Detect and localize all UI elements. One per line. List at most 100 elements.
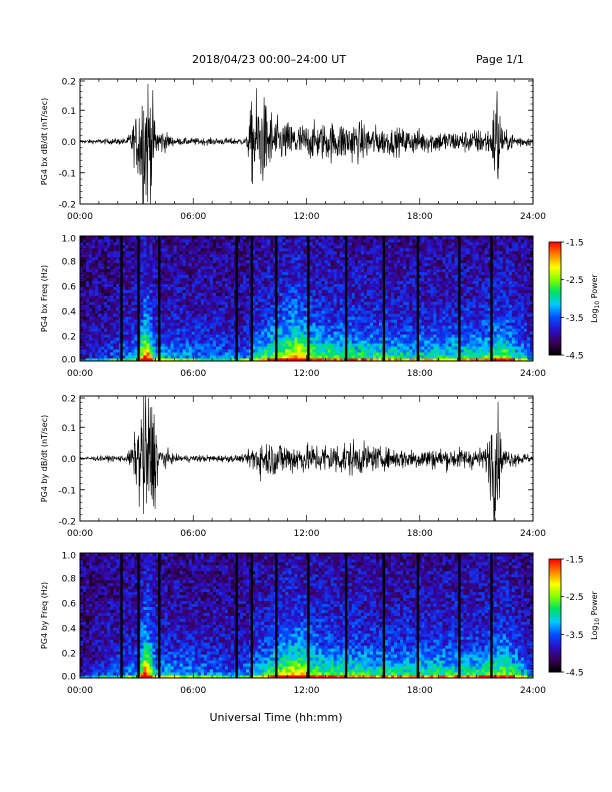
spectrogram-cell bbox=[173, 337, 178, 341]
spectrogram-cell bbox=[221, 244, 226, 249]
spectrogram-cell bbox=[128, 304, 132, 308]
spectrogram-cell bbox=[318, 286, 322, 290]
spectrogram-cell bbox=[122, 346, 126, 350]
spectrogram-cell bbox=[421, 244, 425, 249]
spectrogram-cell bbox=[182, 283, 187, 287]
spectrogram-cell bbox=[288, 343, 292, 347]
spectrogram-cell bbox=[397, 310, 401, 314]
spectrogram-cell bbox=[385, 250, 389, 255]
spectrogram-cell bbox=[218, 236, 223, 240]
spectrogram-cell bbox=[140, 238, 144, 243]
spectrogram-cell bbox=[231, 244, 235, 249]
spectrogram-cell bbox=[400, 280, 404, 285]
spectrogram-cell bbox=[231, 247, 235, 252]
spectrogram-cell bbox=[258, 256, 262, 261]
spectrogram-cell bbox=[385, 316, 389, 320]
spectrogram-cell bbox=[243, 241, 247, 246]
spectrogram-cell bbox=[197, 298, 202, 302]
spectrogram-cell bbox=[327, 355, 332, 359]
spectrogram-cell bbox=[209, 289, 214, 293]
spectrogram-cell bbox=[209, 277, 214, 282]
spectrogram-cell bbox=[375, 322, 380, 326]
spectrogram-cell bbox=[394, 274, 398, 279]
spectrogram-cell bbox=[267, 265, 271, 270]
spectrogram-cell bbox=[134, 259, 138, 264]
spectrogram-cell bbox=[131, 271, 135, 276]
spectrogram-cell bbox=[255, 253, 259, 258]
spectrogram-cell bbox=[394, 313, 398, 317]
spectrogram-cell bbox=[218, 316, 223, 320]
spectrogram-cell bbox=[339, 298, 344, 302]
spectrogram-cell bbox=[252, 295, 256, 299]
spectrogram-cell bbox=[315, 238, 319, 243]
spectrogram-cell bbox=[351, 331, 356, 335]
spectrogram-cell bbox=[360, 262, 365, 267]
spectrogram-cell bbox=[397, 307, 401, 311]
spectrogram-cell bbox=[243, 346, 247, 350]
spectrogram-cell bbox=[312, 295, 316, 299]
spectrogram-cell bbox=[372, 340, 377, 344]
spectrogram-cell bbox=[360, 316, 365, 320]
spectrogram-cell bbox=[113, 358, 117, 362]
spectrogram-cell bbox=[176, 313, 181, 317]
spectrogram-cell bbox=[258, 331, 262, 335]
spectrogram-cell bbox=[98, 349, 102, 353]
spectrogram-cell bbox=[146, 241, 150, 246]
spectrogram-cell bbox=[252, 346, 256, 350]
spectrogram-cell bbox=[203, 355, 208, 359]
spectrogram-cell bbox=[330, 313, 335, 317]
spectrogram-cell bbox=[227, 292, 232, 296]
spectrogram-cell bbox=[128, 343, 132, 347]
spectrogram-cell bbox=[372, 310, 377, 314]
spectrogram-cell bbox=[267, 304, 271, 308]
spectrogram-cell bbox=[294, 319, 298, 323]
spectrogram-cell bbox=[227, 304, 232, 308]
spectrogram-cell bbox=[360, 331, 365, 335]
spectrogram-cell bbox=[240, 325, 244, 329]
spectrogram-cell bbox=[176, 250, 181, 255]
spectrogram-cell bbox=[363, 313, 368, 317]
spectrogram-cell bbox=[255, 346, 259, 350]
spectrogram-cell bbox=[143, 268, 147, 273]
spectrogram-cell bbox=[318, 313, 322, 317]
spectrogram-cell bbox=[424, 292, 428, 296]
spectrogram-cell bbox=[348, 328, 353, 332]
spectrogram-cell bbox=[203, 316, 208, 320]
spectrogram-cell bbox=[200, 280, 205, 285]
spectrogram-cell bbox=[188, 322, 193, 326]
spectrogram-cell bbox=[227, 334, 232, 338]
spectrogram-cell bbox=[261, 304, 265, 308]
spectrogram-cell bbox=[363, 319, 368, 323]
spectrogram-cell bbox=[194, 331, 199, 335]
spectrogram-cell bbox=[330, 241, 335, 246]
spectrogram-cell bbox=[400, 325, 404, 329]
spectrogram-cell bbox=[303, 253, 307, 258]
spectrogram-cell bbox=[185, 283, 190, 287]
spectrogram-cell bbox=[261, 298, 265, 302]
spectrogram-cell bbox=[294, 349, 298, 353]
spectrogram-cell bbox=[424, 334, 428, 338]
spectrogram-cell bbox=[185, 274, 190, 279]
spectrogram-cell bbox=[98, 247, 102, 252]
spectrogram-cell bbox=[176, 274, 181, 279]
spectrogram-cell bbox=[209, 316, 214, 320]
spectrogram-cell bbox=[357, 236, 362, 240]
spectrogram-cell bbox=[128, 298, 132, 302]
spectrogram-cell bbox=[92, 238, 96, 243]
spectrogram-cell bbox=[128, 286, 132, 290]
spectrogram-cell bbox=[285, 289, 289, 293]
spectrogram-cell bbox=[231, 298, 235, 302]
spectrogram-cell bbox=[357, 262, 362, 267]
spectrogram-cell bbox=[309, 316, 313, 320]
spectrogram-cell bbox=[400, 307, 404, 311]
spectrogram-cell bbox=[255, 274, 259, 279]
spectrogram-cell bbox=[164, 244, 168, 249]
spectrogram-cell bbox=[188, 307, 193, 311]
spectrogram-cell bbox=[95, 301, 99, 305]
spectrogram-cell bbox=[125, 244, 129, 249]
spectrogram-cell bbox=[336, 307, 341, 311]
spectrogram-cell bbox=[128, 307, 132, 311]
spectrogram-cell bbox=[270, 247, 274, 252]
spectrogram-cell bbox=[246, 253, 250, 258]
spectrogram-cell bbox=[264, 265, 268, 270]
